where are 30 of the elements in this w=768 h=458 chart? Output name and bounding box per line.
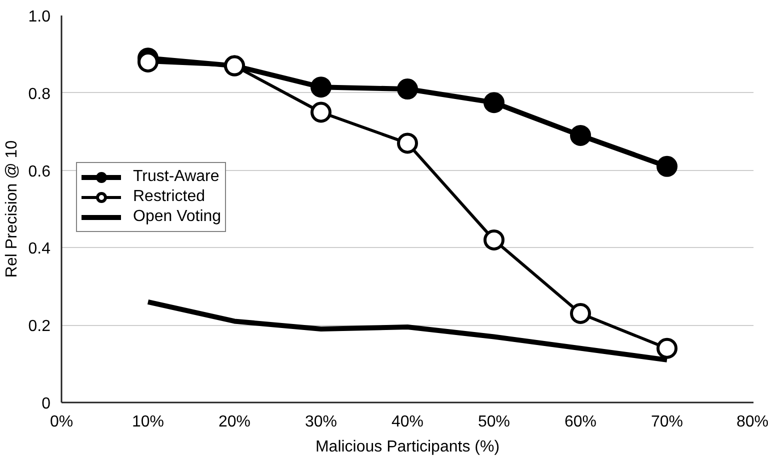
point: [397, 78, 418, 100]
x-tick-label: 20%: [218, 414, 251, 430]
legend-label: Restricted: [133, 188, 206, 206]
point: [570, 303, 591, 324]
point: [484, 92, 504, 114]
point: [656, 338, 678, 359]
x-tick-label: 40%: [391, 414, 424, 430]
x-axis-title: Malicious Participants (%): [315, 438, 500, 456]
legend-label: Trust-Aware: [133, 168, 220, 186]
x-tick-label: 30%: [304, 414, 338, 430]
x-tick-label: 50%: [478, 414, 510, 430]
y-tick-label: 0.2: [28, 318, 51, 336]
x-tick-label: 0%: [50, 414, 74, 430]
point: [656, 156, 678, 177]
point: [397, 132, 418, 154]
x-tick-label: 80%: [736, 414, 768, 430]
x-tick-label: 60%: [564, 414, 597, 430]
y-tick-label: 1.0: [28, 8, 51, 26]
legend-label: Open Voting: [133, 208, 222, 226]
point: [310, 76, 332, 98]
point: [484, 229, 504, 250]
x-tick-label: 70%: [650, 414, 684, 430]
y-tick-label: 0.8: [28, 86, 51, 103]
y-tick-label: 0.6: [28, 163, 51, 180]
y-tick-label: 0.4: [28, 240, 51, 258]
y-tick-label: 0: [42, 396, 51, 412]
x-tick-label: 10%: [132, 414, 164, 430]
point: [570, 124, 591, 146]
point: [310, 102, 332, 123]
y-axis-title: Rel Precision @ 10: [3, 140, 20, 278]
